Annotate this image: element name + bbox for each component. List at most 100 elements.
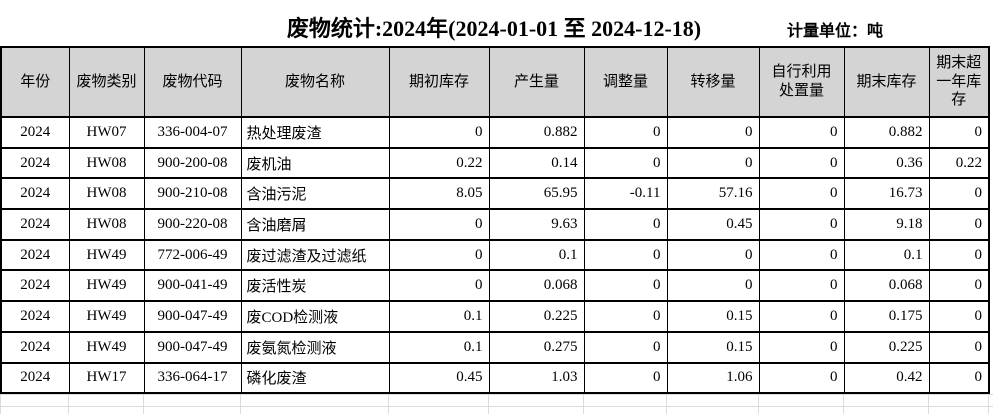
table-cell[interactable]: 0.068 — [488, 269, 585, 303]
table-cell[interactable]: 0 — [388, 116, 490, 149]
empty-cell[interactable] — [666, 406, 759, 414]
table-cell[interactable]: HW49 — [68, 330, 145, 364]
table-cell[interactable]: 0 — [583, 238, 668, 272]
table-cell[interactable]: 0 — [928, 238, 990, 272]
table-cell[interactable]: 2024 — [0, 116, 70, 149]
table-cell[interactable]: 废氨氮检测液 — [240, 330, 390, 364]
empty-cell[interactable] — [843, 406, 929, 414]
table-cell[interactable]: 0.45 — [388, 361, 490, 395]
col-header-waste-name[interactable]: 废物名称 — [240, 46, 390, 118]
empty-cell[interactable] — [0, 406, 69, 414]
table-cell[interactable]: 0.1 — [388, 330, 490, 364]
table-cell[interactable]: 0.882 — [843, 116, 930, 149]
table-cell[interactable]: 2024 — [0, 146, 70, 180]
table-cell[interactable]: 含油污泥 — [240, 177, 390, 211]
table-cell[interactable]: 0 — [583, 208, 668, 241]
col-header-year[interactable]: 年份 — [0, 46, 70, 118]
empty-cell[interactable] — [758, 406, 844, 414]
col-header-self-disposal-amount[interactable]: 自行利用处置量 — [758, 46, 845, 118]
table-cell[interactable]: 0.45 — [666, 208, 760, 241]
table-cell[interactable]: 0.882 — [488, 116, 585, 149]
empty-cell[interactable] — [843, 394, 929, 408]
empty-cell[interactable] — [143, 406, 241, 414]
table-cell[interactable]: 0.42 — [843, 361, 930, 395]
empty-cell[interactable] — [928, 394, 989, 408]
table-cell[interactable]: 0.36 — [843, 146, 930, 180]
table-cell[interactable]: HW08 — [68, 208, 145, 241]
table-cell[interactable]: 0 — [388, 208, 490, 241]
empty-cell[interactable] — [143, 394, 241, 408]
table-cell[interactable]: 772-006-49 — [143, 238, 242, 272]
table-cell[interactable]: 0 — [666, 269, 760, 303]
table-cell[interactable]: 0 — [388, 238, 490, 272]
table-cell[interactable]: 9.63 — [488, 208, 585, 241]
empty-cell[interactable] — [583, 406, 667, 414]
col-header-generated-amount[interactable]: 产生量 — [488, 46, 585, 118]
col-header-waste-code[interactable]: 废物代码 — [143, 46, 242, 118]
table-cell[interactable]: 0 — [758, 361, 845, 395]
col-header-transferred-amount[interactable]: 转移量 — [666, 46, 760, 118]
table-cell[interactable]: 900-200-08 — [143, 146, 242, 180]
table-cell[interactable]: 0 — [758, 146, 845, 180]
table-cell[interactable]: 2024 — [0, 330, 70, 364]
table-cell[interactable]: 0.225 — [488, 300, 585, 333]
table-cell[interactable]: 2024 — [0, 208, 70, 241]
table-cell[interactable]: 废COD检测液 — [240, 300, 390, 333]
table-cell[interactable]: -0.11 — [583, 177, 668, 211]
col-header-opening-stock[interactable]: 期初库存 — [388, 46, 490, 118]
table-cell[interactable]: 2024 — [0, 269, 70, 303]
table-cell[interactable]: 0 — [928, 177, 990, 211]
empty-cell[interactable] — [240, 406, 389, 414]
table-cell[interactable]: 0 — [928, 361, 990, 395]
col-header-over-one-year-stock[interactable]: 期末超一年库存 — [928, 46, 990, 118]
empty-cell[interactable] — [0, 394, 69, 408]
table-cell[interactable]: 0 — [758, 208, 845, 241]
table-cell[interactable]: 336-004-07 — [143, 116, 242, 149]
table-cell[interactable]: 0 — [583, 116, 668, 149]
table-cell[interactable]: HW08 — [68, 177, 145, 211]
table-cell[interactable]: 0 — [758, 330, 845, 364]
table-cell[interactable]: 57.16 — [666, 177, 760, 211]
table-cell[interactable]: 0.175 — [843, 300, 930, 333]
table-cell[interactable]: 1.06 — [666, 361, 760, 395]
table-cell[interactable]: 0.14 — [488, 146, 585, 180]
empty-cell[interactable] — [666, 394, 759, 408]
table-cell[interactable]: 0 — [666, 238, 760, 272]
empty-cell[interactable] — [488, 394, 584, 408]
table-cell[interactable]: 0.068 — [843, 269, 930, 303]
table-cell[interactable]: HW07 — [68, 116, 145, 149]
empty-cell[interactable] — [68, 406, 144, 414]
table-cell[interactable]: HW08 — [68, 146, 145, 180]
empty-cell[interactable] — [988, 394, 993, 408]
table-cell[interactable]: 0 — [928, 330, 990, 364]
table-cell[interactable]: 2024 — [0, 238, 70, 272]
table-cell[interactable]: HW17 — [68, 361, 145, 395]
table-cell[interactable]: 900-047-49 — [143, 300, 242, 333]
table-cell[interactable]: 0 — [758, 116, 845, 149]
empty-cell[interactable] — [240, 394, 389, 408]
table-cell[interactable]: HW49 — [68, 300, 145, 333]
table-cell[interactable]: HW49 — [68, 238, 145, 272]
table-cell[interactable]: 0 — [758, 269, 845, 303]
table-cell[interactable]: 0 — [758, 300, 845, 333]
table-cell[interactable]: 0.15 — [666, 300, 760, 333]
empty-cell[interactable] — [68, 394, 144, 408]
table-cell[interactable]: 废活性炭 — [240, 269, 390, 303]
table-cell[interactable]: 0 — [583, 330, 668, 364]
col-header-waste-category[interactable]: 废物类别 — [68, 46, 145, 118]
empty-cell[interactable] — [488, 406, 584, 414]
empty-cell[interactable] — [758, 394, 844, 408]
col-header-adjustment-amount[interactable]: 调整量 — [583, 46, 668, 118]
table-cell[interactable]: 65.95 — [488, 177, 585, 211]
table-cell[interactable]: 热处理废渣 — [240, 116, 390, 149]
table-cell[interactable]: 0 — [928, 269, 990, 303]
table-cell[interactable]: 0 — [583, 269, 668, 303]
table-cell[interactable]: 336-064-17 — [143, 361, 242, 395]
table-cell[interactable]: 900-210-08 — [143, 177, 242, 211]
empty-cell[interactable] — [388, 394, 489, 408]
table-cell[interactable]: 0 — [758, 177, 845, 211]
table-cell[interactable]: 0 — [666, 146, 760, 180]
table-cell[interactable]: 900-041-49 — [143, 269, 242, 303]
table-cell[interactable]: 0 — [583, 146, 668, 180]
table-cell[interactable]: 0 — [666, 116, 760, 149]
